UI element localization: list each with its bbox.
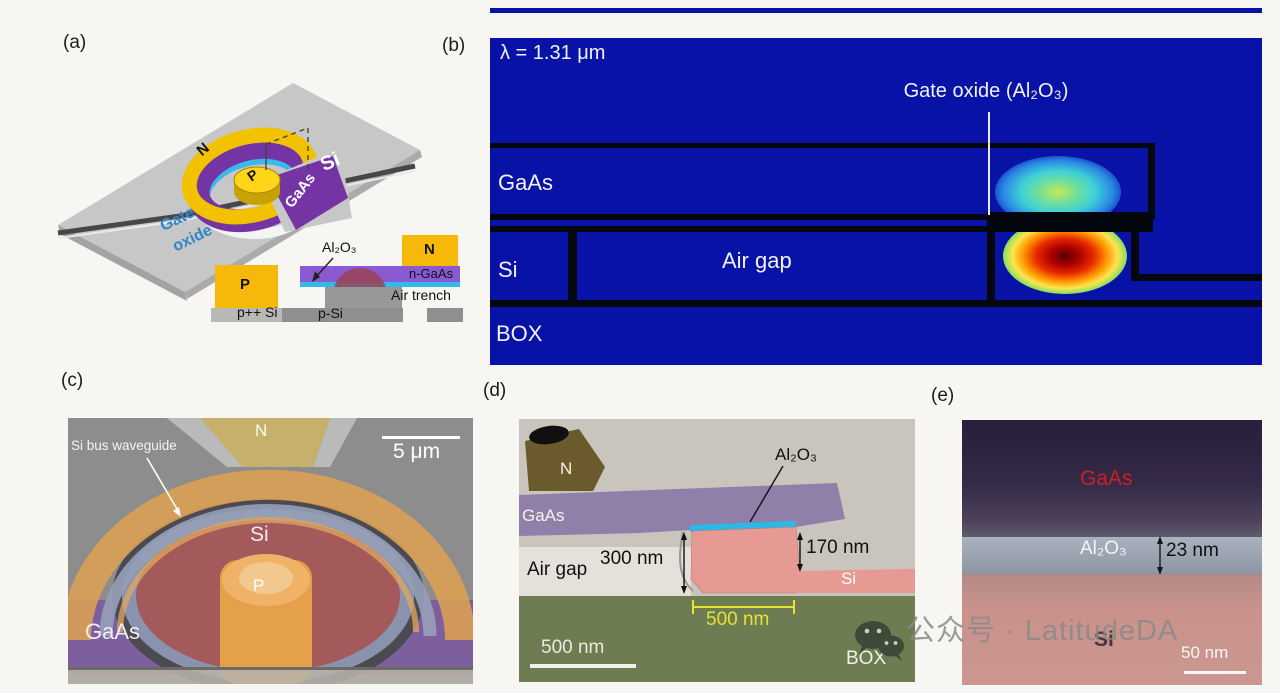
d-air-gap-label: Air gap <box>527 559 588 580</box>
foldout-line-dashed-1 <box>265 127 309 145</box>
cleave-shadow <box>68 667 473 670</box>
outline-airgap-top <box>490 226 991 232</box>
e-23nm-label: 23 nm <box>1166 540 1219 561</box>
outline-right-slab-top <box>1135 274 1262 281</box>
wechat-icon <box>855 621 904 661</box>
top-figure-edge-strip <box>490 8 1262 13</box>
inset-p-contact <box>215 265 278 308</box>
p-pillar-top <box>233 166 281 194</box>
watermark-text: 公众号 · LatitudeDA <box>906 615 1179 647</box>
d-300nm-label: 300 nm <box>600 548 664 569</box>
n-electrode-pad <box>200 418 330 467</box>
c-si-label: Si <box>250 523 269 546</box>
gate-oxide-pointer-line <box>988 112 990 215</box>
outline-waveguide-left-edge <box>987 226 995 302</box>
outline-gaas-top <box>490 143 1150 148</box>
panel-d-label: (d) <box>483 380 507 401</box>
inset-psi-strip <box>282 308 403 322</box>
c-n-label: N <box>255 421 268 440</box>
b-wavelength-label: λ = 1.31 μm <box>500 42 606 64</box>
metal-wire-left <box>167 418 243 467</box>
inset-ngaas-label: n-GaAs <box>409 266 454 281</box>
c-scale-bar <box>382 436 460 439</box>
outer-rib-arc <box>99 503 437 637</box>
undercut-edge-line <box>679 531 694 592</box>
outline-gaas-right-edge <box>1148 143 1155 219</box>
e-gaas-label: GaAs <box>1080 467 1133 490</box>
inset-n-label: N <box>424 241 435 258</box>
air-gap-region <box>519 547 691 597</box>
inset-ppp-si-label: p++ Si <box>237 304 278 320</box>
panel-c-art <box>68 418 473 684</box>
gaas-coupler-tab <box>268 156 348 230</box>
panel-a-schematic-art <box>57 83 422 301</box>
panel-b-mode-simulation: λ = 1.31 μm Gate oxide (Al₂O₃) GaAs Si A… <box>490 38 1262 365</box>
al2o3-band <box>962 537 1262 574</box>
electrode-arc <box>68 469 473 641</box>
panel-e-label: (e) <box>931 385 955 406</box>
d-scale-bar <box>530 664 636 668</box>
metal-wire-right <box>313 418 357 467</box>
inset-p-label: P <box>240 276 251 293</box>
panel-a-label: (a) <box>63 32 87 53</box>
si-waveguide-block <box>690 526 801 594</box>
e-scale-bar <box>1184 671 1246 674</box>
inset-psi-label: p-Si <box>318 305 343 321</box>
b-air-gap-label: Air gap <box>722 248 792 273</box>
outline-box-top <box>490 300 1262 307</box>
c-scale-label: 5 μm <box>393 440 441 463</box>
d-500nm-width-label: 500 nm <box>706 609 770 630</box>
panel-b-label: (b) <box>442 35 466 56</box>
b-gate-oxide-label: Gate oxide (Al₂O₃) <box>903 80 1069 102</box>
c-gaas-label: GaAs <box>85 619 141 644</box>
n-electrode-ring <box>181 127 319 225</box>
d-n-label: N <box>560 459 573 478</box>
outline-gaas-bottom <box>490 214 990 220</box>
d-scale-label: 500 nm <box>541 637 605 658</box>
panel-d-sem-cross-section: N GaAs Al₂O₃ 300 nm Air gap 170 nm Si 50… <box>519 419 915 682</box>
n-electrode-blob <box>529 425 569 445</box>
outline-gate-oxide-gap <box>987 212 1153 232</box>
n-electrode-block <box>525 429 605 491</box>
inset-n-contact <box>402 235 458 267</box>
c-p-label: P <box>253 576 265 595</box>
e-si-label: Si <box>1094 628 1114 651</box>
c-bus-waveguide-label: Si bus waveguide <box>71 438 177 453</box>
inset-air-trench-label: Air trench <box>391 287 451 303</box>
b-box-label: BOX <box>496 321 543 346</box>
e-scale-label: 50 nm <box>1181 643 1229 662</box>
outline-waveguide-right-edge <box>1131 226 1139 281</box>
inset-ppp-si-block <box>211 308 282 322</box>
si-slab-right <box>796 569 915 593</box>
panel-e-tem-image: GaAs Al₂O₃ 23 nm Si 50 nm <box>962 420 1262 685</box>
b-si-label: Si <box>498 257 518 282</box>
inner-electrode-edge-arc <box>117 517 419 633</box>
al2o3-layer <box>690 521 796 532</box>
slab-side-face-left <box>58 225 187 301</box>
outline-si-slab-left-edge <box>568 226 577 302</box>
cleave-strip <box>68 670 473 684</box>
d-al2o3-label: Al₂O₃ <box>775 445 817 464</box>
e-al2o3-label: Al₂O₃ <box>1080 538 1127 559</box>
b-gaas-label: GaAs <box>498 170 554 195</box>
gaas-band <box>962 420 1262 537</box>
d-box-label: BOX <box>846 648 887 669</box>
inset-si-strip-right <box>427 308 463 322</box>
d-gaas-label: GaAs <box>522 506 565 525</box>
si-band <box>962 574 1262 685</box>
panel-c-sem-image: Si bus waveguide N 5 μm Si P GaAs <box>68 418 473 684</box>
d-si-label: Si <box>841 569 857 588</box>
p-pillar-top-inner <box>239 562 293 594</box>
d-170nm-label: 170 nm <box>806 537 870 558</box>
panel-c-label: (c) <box>61 370 84 391</box>
inset-al2o3-label: Al₂O₃ <box>322 239 357 255</box>
